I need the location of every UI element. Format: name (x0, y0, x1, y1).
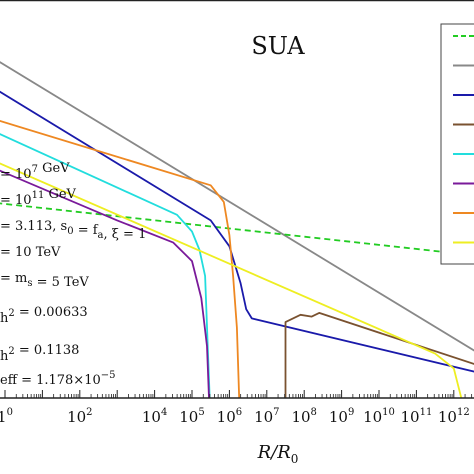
annotation-6: h2 = 0.1138 (0, 343, 79, 364)
series-line-0 (0, 61, 474, 352)
annotation-2: = 3.113, s0 = fa, ξ = 1 (0, 219, 146, 242)
x-tick-label: 102 (67, 407, 92, 426)
chart-title: SUA (251, 32, 305, 60)
annotation-7: eff = 1.178×10−5 (0, 370, 116, 388)
series-line-6 (284, 311, 474, 398)
series-line-5 (0, 169, 210, 398)
x-tick-label: 109 (329, 407, 354, 426)
x-tick-label: 1012 (438, 407, 470, 426)
x-tick-label: 1010 (363, 407, 395, 426)
x-tick-label: 104 (142, 407, 167, 426)
x-tick-label: 105 (179, 407, 204, 426)
annotation-3: = 10 TeV (0, 245, 61, 260)
annotation-5: h2 = 0.00633 (0, 305, 88, 326)
annotation-0: = 107 GeV (0, 161, 70, 182)
x-tick-label: 1011 (400, 407, 432, 426)
annotation-4: = ms = 5 TeV (0, 271, 89, 290)
parameter-annotations: = 107 GeV = 1011 GeV = 3.113, s0 = fa, ξ =… (0, 161, 146, 388)
series-line-7 (0, 162, 463, 398)
x-tick-label: 108 (291, 407, 316, 426)
series-line-2 (0, 90, 474, 373)
series-line-1 (0, 202, 474, 257)
series-line-3 (0, 120, 241, 398)
x-tick-label: 107 (254, 407, 279, 426)
x-tick-label: 106 (217, 407, 242, 426)
legend-frame (440, 23, 474, 265)
annotation-1: = 1011 GeV (0, 187, 77, 208)
series-layer (0, 61, 474, 398)
x-axis-ticks: 10 102 104 105 106 107 108 109 1010 1011 1012 (0, 390, 473, 426)
series-line-4 (0, 133, 211, 398)
legend-box (440, 23, 474, 265)
x-tick-label: 10 (0, 407, 13, 426)
x-axis-label: R/R0 (257, 442, 299, 466)
